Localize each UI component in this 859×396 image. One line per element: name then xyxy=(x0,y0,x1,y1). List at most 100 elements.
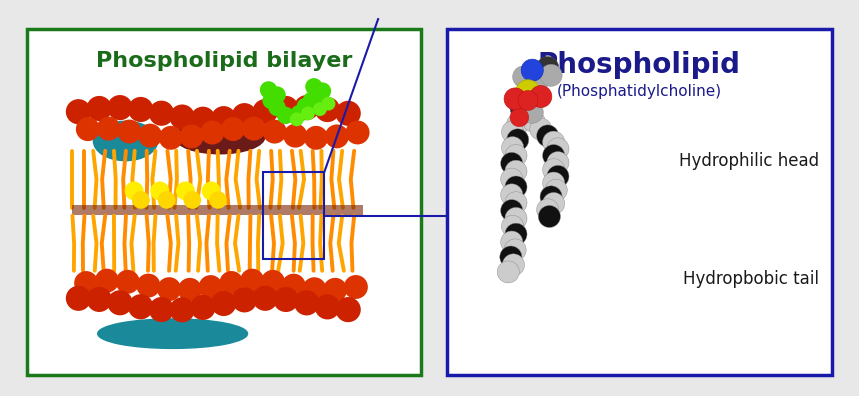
Ellipse shape xyxy=(94,269,119,293)
Ellipse shape xyxy=(505,192,527,214)
Ellipse shape xyxy=(180,124,204,148)
Ellipse shape xyxy=(268,99,286,116)
Ellipse shape xyxy=(501,231,523,253)
Ellipse shape xyxy=(543,131,564,153)
Ellipse shape xyxy=(184,191,201,209)
Ellipse shape xyxy=(505,223,527,245)
Ellipse shape xyxy=(138,124,162,148)
Bar xyxy=(447,29,832,375)
Ellipse shape xyxy=(296,98,314,115)
Ellipse shape xyxy=(66,286,91,311)
Ellipse shape xyxy=(304,126,328,150)
Ellipse shape xyxy=(241,268,264,293)
Ellipse shape xyxy=(507,113,529,135)
Ellipse shape xyxy=(336,297,361,322)
Ellipse shape xyxy=(282,274,306,298)
Ellipse shape xyxy=(66,99,91,124)
Ellipse shape xyxy=(309,87,327,105)
Ellipse shape xyxy=(253,286,277,311)
Ellipse shape xyxy=(513,66,535,88)
Ellipse shape xyxy=(200,121,224,145)
Bar xyxy=(27,29,421,375)
Ellipse shape xyxy=(74,271,98,295)
Ellipse shape xyxy=(219,271,243,295)
Ellipse shape xyxy=(232,287,257,312)
Ellipse shape xyxy=(521,101,543,123)
Ellipse shape xyxy=(537,199,558,221)
Ellipse shape xyxy=(211,291,236,316)
Text: Phospholipid: Phospholipid xyxy=(538,51,740,78)
Ellipse shape xyxy=(504,239,527,261)
Ellipse shape xyxy=(543,172,564,194)
Ellipse shape xyxy=(137,274,161,297)
Ellipse shape xyxy=(116,270,140,294)
Ellipse shape xyxy=(125,181,143,200)
Bar xyxy=(263,172,324,259)
Ellipse shape xyxy=(500,246,522,268)
Ellipse shape xyxy=(543,159,564,181)
Ellipse shape xyxy=(505,176,527,198)
Ellipse shape xyxy=(505,208,527,229)
Ellipse shape xyxy=(321,97,335,110)
Ellipse shape xyxy=(191,107,216,132)
Text: Phospholipid bilayer: Phospholipid bilayer xyxy=(96,51,352,70)
Ellipse shape xyxy=(530,86,551,108)
Ellipse shape xyxy=(87,287,112,312)
Ellipse shape xyxy=(132,191,149,209)
Ellipse shape xyxy=(527,69,549,91)
Ellipse shape xyxy=(107,290,132,315)
Ellipse shape xyxy=(518,91,538,110)
Ellipse shape xyxy=(169,105,195,129)
Ellipse shape xyxy=(96,117,120,141)
Ellipse shape xyxy=(530,118,551,140)
Ellipse shape xyxy=(169,297,195,322)
Ellipse shape xyxy=(107,95,132,120)
Ellipse shape xyxy=(128,294,153,319)
Ellipse shape xyxy=(501,168,523,190)
Ellipse shape xyxy=(501,200,523,222)
Ellipse shape xyxy=(253,99,277,124)
Ellipse shape xyxy=(521,59,543,81)
Ellipse shape xyxy=(149,297,174,322)
Ellipse shape xyxy=(268,86,286,104)
Ellipse shape xyxy=(178,278,202,302)
Ellipse shape xyxy=(505,145,527,167)
Ellipse shape xyxy=(323,278,347,302)
Text: (Phosphatidylcholine): (Phosphatidylcholine) xyxy=(557,84,722,99)
Ellipse shape xyxy=(510,97,533,119)
Ellipse shape xyxy=(543,145,564,167)
Ellipse shape xyxy=(210,191,227,209)
Ellipse shape xyxy=(547,166,569,187)
Ellipse shape xyxy=(283,124,308,148)
Ellipse shape xyxy=(345,120,369,145)
Ellipse shape xyxy=(543,192,564,215)
Ellipse shape xyxy=(540,64,562,86)
Ellipse shape xyxy=(157,277,181,301)
Ellipse shape xyxy=(232,103,257,128)
Ellipse shape xyxy=(294,290,320,316)
Ellipse shape xyxy=(150,181,169,200)
Ellipse shape xyxy=(221,117,245,141)
Ellipse shape xyxy=(263,120,287,144)
Ellipse shape xyxy=(314,97,340,122)
Ellipse shape xyxy=(87,96,112,121)
Ellipse shape xyxy=(537,125,558,147)
Ellipse shape xyxy=(149,101,174,126)
Ellipse shape xyxy=(504,88,527,110)
Ellipse shape xyxy=(277,107,295,124)
Ellipse shape xyxy=(313,102,327,116)
Ellipse shape xyxy=(242,117,265,141)
Ellipse shape xyxy=(539,206,560,227)
Ellipse shape xyxy=(547,152,569,173)
Ellipse shape xyxy=(305,78,323,95)
Ellipse shape xyxy=(503,254,525,276)
Ellipse shape xyxy=(537,57,558,78)
Ellipse shape xyxy=(273,96,299,121)
Ellipse shape xyxy=(261,270,285,294)
Ellipse shape xyxy=(176,181,195,200)
Ellipse shape xyxy=(507,129,529,151)
Ellipse shape xyxy=(502,137,524,159)
Ellipse shape xyxy=(202,181,221,200)
Ellipse shape xyxy=(501,184,523,206)
Ellipse shape xyxy=(211,106,236,131)
